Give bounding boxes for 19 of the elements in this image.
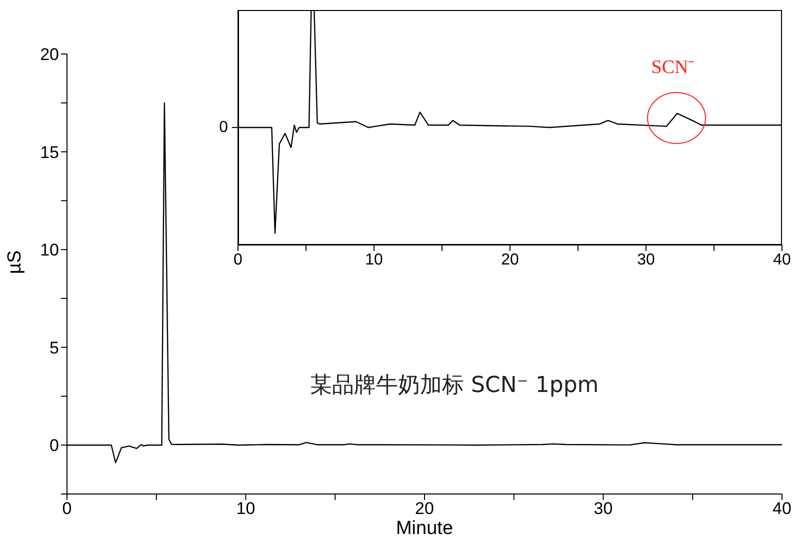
y-tick-label: 5 — [50, 338, 59, 358]
x-tick-label: 10 — [365, 251, 383, 268]
x-tick-label: 40 — [773, 251, 791, 268]
y-tick-label: 15 — [40, 142, 59, 162]
annotation: SCN⁻ — [651, 56, 694, 80]
x-tick-label: 10 — [236, 499, 256, 518]
x-tick-label: 0 — [62, 499, 72, 518]
x-axis-title: Minute — [396, 518, 454, 539]
x-tick-label: 0 — [234, 251, 243, 268]
annotation: 0 — [219, 118, 228, 138]
y-axis-title: µS — [4, 250, 26, 274]
x-tick-label: 40 — [772, 499, 792, 518]
x-tick-label: 20 — [501, 251, 519, 268]
x-tick-label: 20 — [415, 499, 434, 518]
annotation: 某品牌牛奶加标 SCN⁻ 1ppm — [310, 372, 599, 400]
x-tick-label: 30 — [637, 251, 655, 268]
x-tick-label: 30 — [594, 499, 613, 518]
y-tick-label: 0 — [50, 436, 59, 456]
y-tick-label: 20 — [40, 45, 59, 64]
